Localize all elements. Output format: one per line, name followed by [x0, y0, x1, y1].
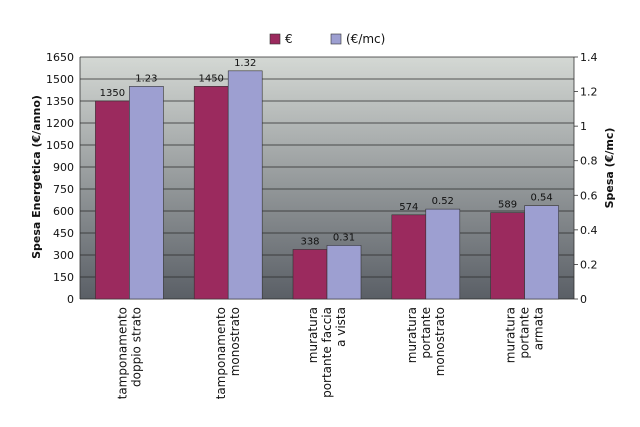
category-label: muraturaportantemonostrato [405, 307, 447, 376]
data-label-euro: 1350 [100, 88, 125, 99]
data-label-euro-mc: 1.32 [234, 58, 256, 69]
right-tick-label: 0.6 [580, 189, 598, 202]
left-tick-label: 1350 [46, 95, 74, 108]
left-tick-label: 300 [53, 249, 74, 262]
left-axis-ticks: 0 150 300 450 600 750 900 1050 1200 1350 1500 1650 [46, 51, 81, 306]
data-labels: 1350 1.23 1450 1.32 338 0.31 574 0.52 589 0.54 [100, 58, 553, 248]
category-label: muraturaportantearmata [504, 307, 546, 363]
legend-swatch-euro-mc [330, 33, 342, 45]
right-tick-label: 1 [580, 120, 587, 133]
category-label: tamponamentomonostrato [214, 307, 242, 399]
bar-euro [490, 212, 525, 300]
category-label: muraturaportante facciaa vista [306, 307, 348, 398]
left-tick-label: 600 [53, 205, 74, 218]
data-label-euro-mc: 0.52 [432, 196, 454, 207]
right-tick-label: 1.2 [580, 86, 598, 99]
left-tick-label: 900 [53, 161, 74, 174]
left-axis-title: Spesa Energetica (€/anno) [30, 95, 43, 259]
right-axis-title: Spesa (€/mc) [603, 128, 616, 209]
right-tick-label: 0.8 [580, 155, 598, 168]
left-tick-label: 0 [67, 293, 74, 306]
right-tick-label: 0.4 [580, 224, 598, 237]
right-tick-label: 0 [580, 293, 587, 306]
legend-label-euro: € [285, 32, 293, 46]
left-tick-label: 1650 [46, 51, 74, 64]
bar-euro [391, 214, 427, 300]
bars [95, 70, 559, 300]
bar-euro-mc [524, 205, 559, 300]
bar-euro [193, 86, 229, 300]
left-tick-label: 1500 [46, 73, 74, 86]
right-axis-ticks: 0 0.2 0.4 0.6 0.8 1 1.2 1.4 [573, 51, 598, 306]
legend-swatch-euro [269, 33, 281, 45]
data-label-euro-mc: 0.31 [333, 232, 355, 243]
right-tick-label: 0.2 [580, 258, 598, 271]
data-label-euro: 589 [498, 200, 517, 211]
left-tick-label: 450 [53, 227, 74, 240]
legend: € (€/mc) [269, 32, 385, 46]
data-label-euro: 574 [399, 202, 418, 213]
left-tick-label: 1050 [46, 139, 74, 152]
left-tick-label: 750 [53, 183, 74, 196]
data-label-euro: 338 [300, 236, 319, 247]
category-label: tamponamentodoppio strato [115, 307, 143, 399]
bar-euro [292, 249, 328, 300]
category-labels: tamponamentodoppio strato tamponamentomon… [115, 307, 545, 399]
data-label-euro-mc: 0.54 [530, 193, 552, 204]
left-tick-label: 1200 [46, 117, 74, 130]
bar-euro-mc [326, 245, 362, 300]
data-label-euro-mc: 1.23 [135, 73, 157, 84]
right-tick-label: 1.4 [580, 51, 598, 64]
data-label-euro: 1450 [198, 73, 223, 84]
bar-euro-mc [227, 70, 263, 300]
bar-euro-mc [425, 208, 461, 300]
bar-euro-mc [129, 86, 164, 300]
left-tick-label: 150 [53, 271, 74, 284]
legend-label-euro-mc: (€/mc) [346, 32, 385, 46]
bar-euro [95, 100, 130, 300]
